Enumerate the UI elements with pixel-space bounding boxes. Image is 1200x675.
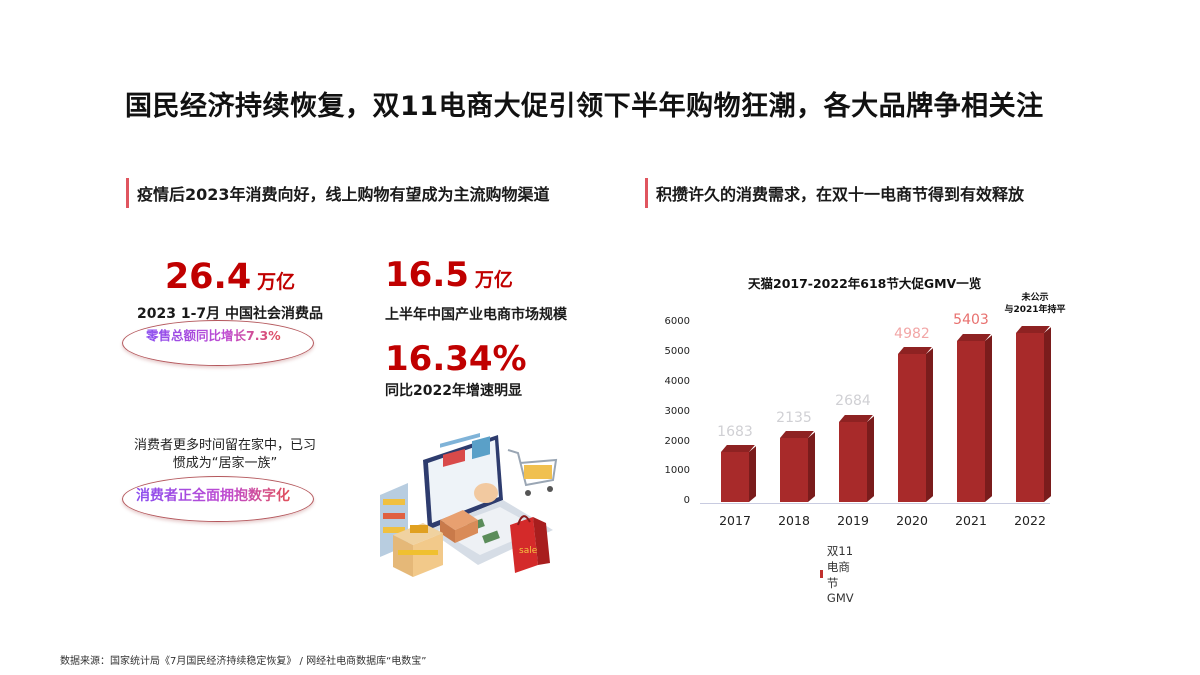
retail-growth-highlight: 零售总额同比增长7.3% (146, 325, 281, 344)
x-tick: 2020 (896, 513, 928, 528)
bar-2018 (780, 431, 816, 502)
stat-number: 16.5 (385, 255, 469, 295)
y-tick: 5000 (664, 346, 690, 357)
heading-accent-bar (645, 178, 648, 208)
legend-swatch (820, 570, 823, 578)
svg-text:sale: sale (519, 546, 538, 556)
y-tick: 0 (683, 495, 690, 506)
bar-2022 (1016, 326, 1052, 502)
stat-label: 同比2022年增速明显 (385, 383, 522, 399)
left-section-heading: 疫情后2023年消费向好，线上购物有望成为主流购物渠道 (126, 178, 550, 208)
y-tick: 1000 (664, 465, 690, 476)
note-line: 惯成为“居家一族” (172, 456, 278, 471)
x-tick: 2021 (955, 513, 987, 528)
page-title: 国民经济持续恢复，双11电商大促引领下半年购物狂潮，各大品牌争相关注 (125, 91, 1044, 122)
y-tick: 4000 (664, 376, 690, 387)
stat-value: 16.5 万亿 (385, 258, 567, 292)
heading-accent-bar (126, 178, 129, 208)
stat-ecommerce-scale: 16.5 万亿 上半年中国产业电商市场规模 (385, 258, 567, 324)
data-label-2017: 1683 (717, 424, 753, 440)
consumer-note: 消费者更多时间留在家中，已习 惯成为“居家一族” (115, 437, 335, 473)
stat-retail-sales: 26.4 万亿 2023 1-7月 中国社会消费品 (120, 260, 340, 323)
annotation-2022: 未公示 与2021年持平 (1000, 292, 1070, 316)
stat-growth-rate: 16.34% 同比2022年增速明显 (385, 342, 527, 400)
online-shopping-illustration: sale (368, 425, 568, 585)
stat-value: 16.34% (385, 339, 527, 379)
digital-highlight: 消费者正全面拥抱数字化 (136, 485, 290, 505)
x-axis-line (700, 503, 1050, 504)
stat-value: 26.4 万亿 (120, 260, 340, 295)
bar-2019 (839, 415, 875, 502)
data-label-2020: 4982 (894, 326, 930, 342)
data-label-2021: 5403 (953, 312, 989, 328)
bar-2021 (957, 334, 993, 502)
shopping-illustration-icon: sale (380, 432, 558, 577)
highlight-ellipse (122, 476, 314, 522)
left-section-title: 疫情后2023年消费向好，线上购物有望成为主流购物渠道 (137, 185, 550, 204)
right-section-heading: 积攒许久的消费需求，在双十一电商节得到有效释放 (645, 178, 1024, 208)
legend-label: 双11电商节GMV (826, 544, 854, 605)
annotation-line: 与2021年持平 (1004, 305, 1066, 315)
x-tick: 2018 (778, 513, 810, 528)
stat-number: 26.4 (164, 257, 252, 297)
data-label-2018: 2135 (776, 410, 812, 426)
y-tick: 3000 (664, 406, 690, 417)
bar-2017 (721, 445, 757, 502)
stat-unit: 万亿 (474, 269, 513, 291)
stat-unit: 万亿 (257, 271, 296, 293)
bar-2020 (898, 347, 934, 502)
note-line: 消费者更多时间留在家中，已习 (133, 438, 316, 453)
y-tick: 2000 (664, 436, 690, 447)
data-source-footer: 数据来源：国家统计局《7月国民经济持续稳定恢复》 / 网经社电商数据库“电数宝” (60, 656, 427, 667)
x-tick: 2017 (719, 513, 751, 528)
x-tick: 2019 (837, 513, 869, 528)
stat-label: 2023 1-7月 中国社会消费品 (136, 306, 323, 322)
highlight-ellipse (122, 320, 314, 366)
x-tick: 2022 (1014, 513, 1046, 528)
annotation-line: 未公示 (1021, 293, 1049, 303)
right-section-title: 积攒许久的消费需求，在双十一电商节得到有效释放 (656, 185, 1025, 204)
data-label-2019: 2684 (835, 393, 871, 409)
chart-title: 天猫2017-2022年618节大促GMV一览 (748, 276, 982, 291)
chart-legend: 双11电商节GMV (820, 543, 859, 605)
y-tick: 6000 (664, 316, 690, 327)
stat-label: 上半年中国产业电商市场规模 (385, 307, 567, 323)
